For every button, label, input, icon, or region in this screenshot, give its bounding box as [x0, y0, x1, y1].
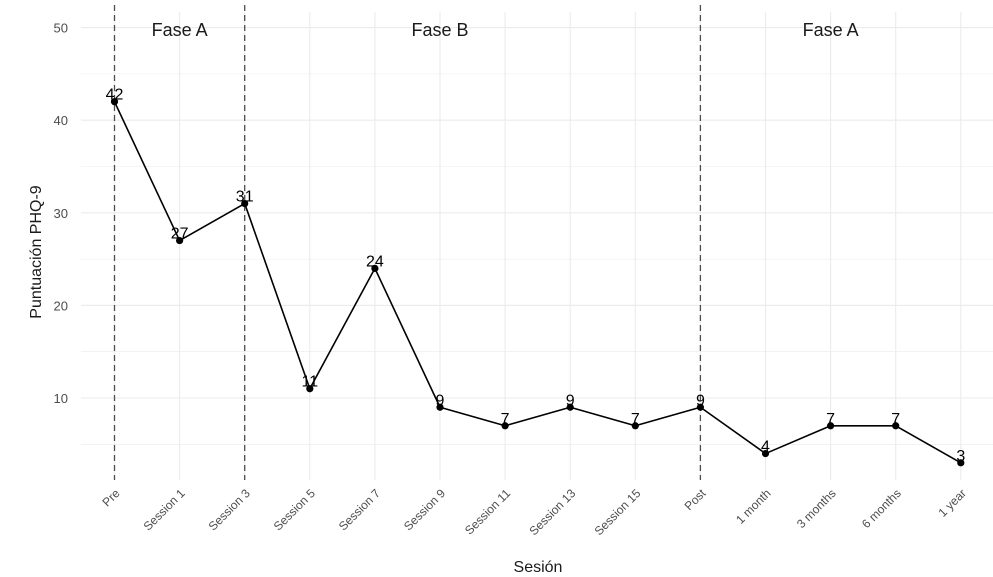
data-point	[306, 385, 314, 393]
data-label: 9	[696, 392, 705, 409]
data-point	[566, 403, 574, 411]
data-point	[696, 403, 705, 411]
data-label: 11	[301, 374, 318, 391]
data-label: 7	[891, 411, 900, 428]
data-point	[436, 403, 444, 411]
y-tick-label: 40	[54, 113, 68, 128]
data-label: 3	[956, 448, 965, 465]
x-tick-label: 3 months	[794, 486, 839, 531]
x-tick-label: Post	[682, 486, 709, 513]
y-tick-label: 20	[54, 298, 68, 313]
grid	[81, 12, 993, 480]
data-label: 31	[236, 189, 254, 206]
data-point	[501, 422, 509, 430]
phase-labels: Fase A Fase B Fase A	[152, 20, 859, 40]
series	[113, 101, 962, 464]
data-label: 9	[436, 392, 445, 409]
data-label: 24	[366, 253, 384, 270]
data-labels: 42 27 31 11 24 9 7 9 7 9 4 7 7 3	[106, 87, 966, 465]
y-tick-label: 10	[54, 391, 68, 406]
x-tick-label: Session 7	[336, 486, 383, 533]
phase-label: Fase A	[803, 20, 859, 40]
data-label: 4	[761, 439, 770, 456]
data-points	[110, 98, 965, 467]
x-axis: Pre Session 1 Session 3 Session 5 Session 7 S…	[100, 486, 969, 538]
data-label: 7	[631, 411, 640, 428]
x-tick-label: Session 15	[592, 486, 644, 538]
y-axis: 10 20 30 40 50	[54, 21, 68, 406]
data-label: 9	[566, 392, 575, 409]
x-tick-label: Session 5	[271, 486, 318, 533]
data-point	[176, 236, 184, 245]
x-tick-label: Session 13	[526, 486, 578, 538]
data-point	[371, 264, 379, 272]
y-tick-label: 50	[54, 21, 68, 36]
x-tick-label: 6 months	[859, 486, 904, 531]
x-tick-label: Session 3	[206, 486, 253, 533]
x-tick-label: Session 9	[401, 486, 448, 533]
data-point	[241, 199, 249, 208]
phase-divider-lines	[113, 5, 702, 480]
x-tick-label: Session 1	[141, 486, 188, 533]
phase-label: Fase B	[411, 20, 468, 40]
data-point	[892, 422, 900, 430]
x-tick-label: 1 month	[733, 486, 774, 527]
phase-label: Fase A	[152, 20, 208, 40]
data-label: 42	[106, 87, 124, 104]
data-label: 27	[171, 226, 189, 243]
x-tick-label: 1 year	[935, 486, 968, 519]
data-point	[110, 98, 119, 106]
data-point	[761, 449, 770, 458]
data-point	[957, 459, 965, 467]
data-point	[631, 422, 639, 430]
data-point	[827, 422, 835, 430]
y-axis-title: Puntuación PHQ-9	[28, 185, 45, 319]
x-tick-label: Pre	[100, 486, 123, 509]
x-tick-label: Session 11	[462, 486, 513, 537]
data-label: 7	[501, 411, 510, 428]
series-line	[113, 101, 962, 464]
x-axis-title: Sesión	[514, 559, 563, 576]
data-label: 7	[826, 411, 835, 428]
y-tick-label: 30	[54, 206, 68, 221]
